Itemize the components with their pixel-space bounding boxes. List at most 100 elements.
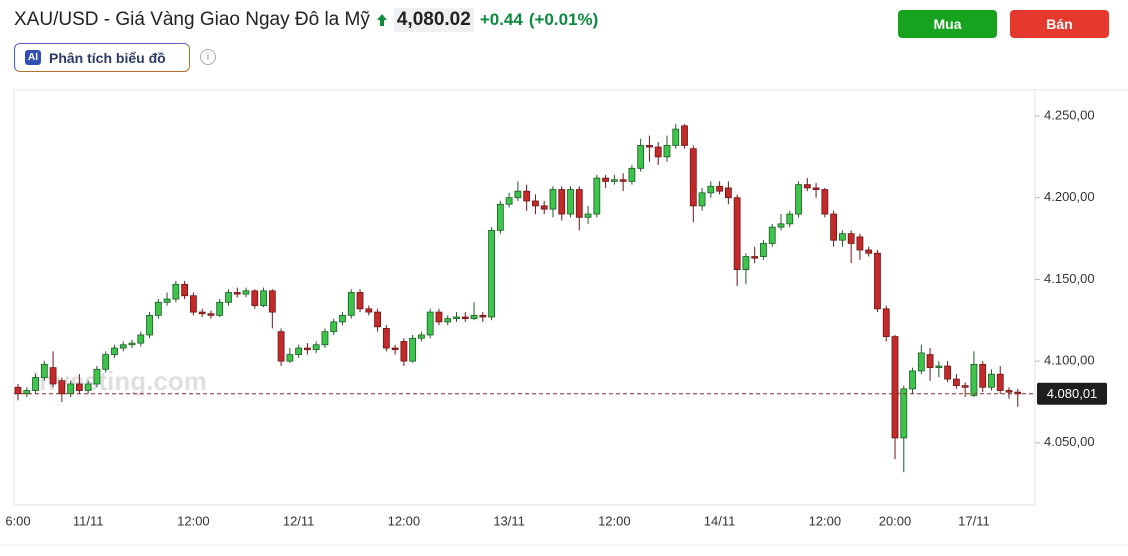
instrument-title: XAU/USD - Giá Vàng Giao Ngay Đô la Mỹ (14, 9, 370, 30)
candle-body (821, 189, 829, 215)
x-tick-label: 12/11 (283, 513, 315, 528)
candle-body (610, 179, 618, 182)
candle-body (400, 341, 408, 362)
candle-body (856, 236, 864, 251)
header: XAU/USD - Giá Vàng Giao Ngay Đô la Mỹ 4,… (14, 6, 598, 34)
candle-body (75, 383, 83, 391)
candle-body (286, 354, 294, 362)
candle-body (461, 316, 469, 320)
candle-body (628, 167, 636, 182)
candle-body (119, 344, 127, 349)
y-tick-label: 4.150,00 (1044, 271, 1095, 286)
candle-body (637, 145, 645, 169)
candle-body (453, 316, 460, 320)
candle-body (830, 213, 838, 241)
sell-button[interactable]: Bán (1010, 10, 1109, 38)
candle-body (233, 292, 241, 295)
candle-body (84, 383, 92, 391)
candle-body (356, 292, 364, 310)
candle-body (225, 292, 232, 303)
last-price: 4,080.02 (393, 8, 474, 32)
candle-body (321, 331, 329, 346)
candle-body (996, 373, 1004, 391)
candle-body (102, 354, 110, 370)
candle-body (891, 336, 899, 439)
buy-button[interactable]: Mua (898, 10, 997, 38)
candle-body (339, 314, 346, 323)
candle-body (733, 197, 741, 271)
candle-body (751, 256, 759, 259)
candle-body (760, 243, 767, 257)
x-tick-label: 12:00 (809, 513, 842, 528)
x-tick-label: 11/11 (73, 513, 104, 528)
candle-body (742, 256, 750, 271)
candle-body (654, 146, 662, 158)
candle-body (619, 179, 627, 182)
candle-body (602, 177, 609, 182)
candle-body (488, 229, 495, 318)
candle-body (505, 197, 513, 205)
info-icon[interactable]: i (200, 49, 216, 65)
candle-body (137, 334, 145, 344)
candle-body (49, 367, 57, 385)
candle-body (812, 187, 820, 190)
ai-analysis-button[interactable]: AI Phân tích biểu đồ (14, 43, 190, 72)
candle-body (1005, 390, 1013, 393)
candle-body (532, 200, 539, 207)
ai-button-label: Phân tích biểu đồ (49, 49, 166, 66)
x-tick-label: 6:00 (5, 513, 30, 528)
candle-body (523, 190, 531, 202)
candle-body (786, 213, 794, 225)
candle-body (988, 373, 995, 388)
candle-body (435, 311, 443, 323)
candle-body (768, 226, 776, 244)
candle-body (181, 283, 189, 297)
candle-body (426, 311, 434, 336)
candle-body (549, 189, 557, 210)
last-price-label: 4.080,01 (1047, 386, 1098, 401)
candle-body (558, 189, 566, 215)
x-tick-label: 12:00 (598, 513, 631, 528)
candle-body (900, 388, 908, 439)
candle-body (777, 223, 785, 228)
candle-body (970, 363, 978, 396)
y-tick-label: 4.200,00 (1044, 189, 1095, 204)
candle-body (496, 203, 504, 231)
candle-body (917, 352, 925, 372)
x-tick-label: 20:00 (879, 513, 912, 528)
candle-body (40, 363, 48, 378)
candle-body (32, 377, 39, 391)
candle-body (865, 249, 873, 254)
candle-body (14, 386, 22, 395)
x-tick-label: 14/11 (704, 513, 736, 528)
x-tick-label: 12:00 (388, 513, 421, 528)
candle-body (795, 184, 802, 215)
y-tick-label: 4.250,00 (1044, 107, 1095, 122)
candle-body (874, 252, 881, 310)
candle-body (952, 378, 960, 387)
candle-body (67, 383, 75, 395)
candle-body (146, 314, 153, 336)
candle-body (295, 347, 303, 355)
candle-body (207, 313, 215, 316)
candle-body (347, 292, 355, 316)
candle-body (838, 233, 846, 241)
candle-body (277, 331, 285, 362)
candle-body (663, 145, 671, 158)
candle-body (409, 337, 417, 362)
candle-body (128, 342, 136, 346)
candle-body (444, 318, 452, 323)
watermark: Investing.com (32, 366, 207, 396)
candle-body (93, 368, 101, 385)
candle-body (470, 314, 478, 320)
candle-body (926, 354, 934, 369)
candle-body (672, 128, 680, 146)
candle-body (567, 189, 574, 215)
candle-body (172, 283, 180, 300)
candle-body (330, 321, 338, 333)
price-change: +0.44 (479, 10, 523, 29)
candle-body (58, 380, 66, 395)
candle-body (111, 347, 118, 355)
